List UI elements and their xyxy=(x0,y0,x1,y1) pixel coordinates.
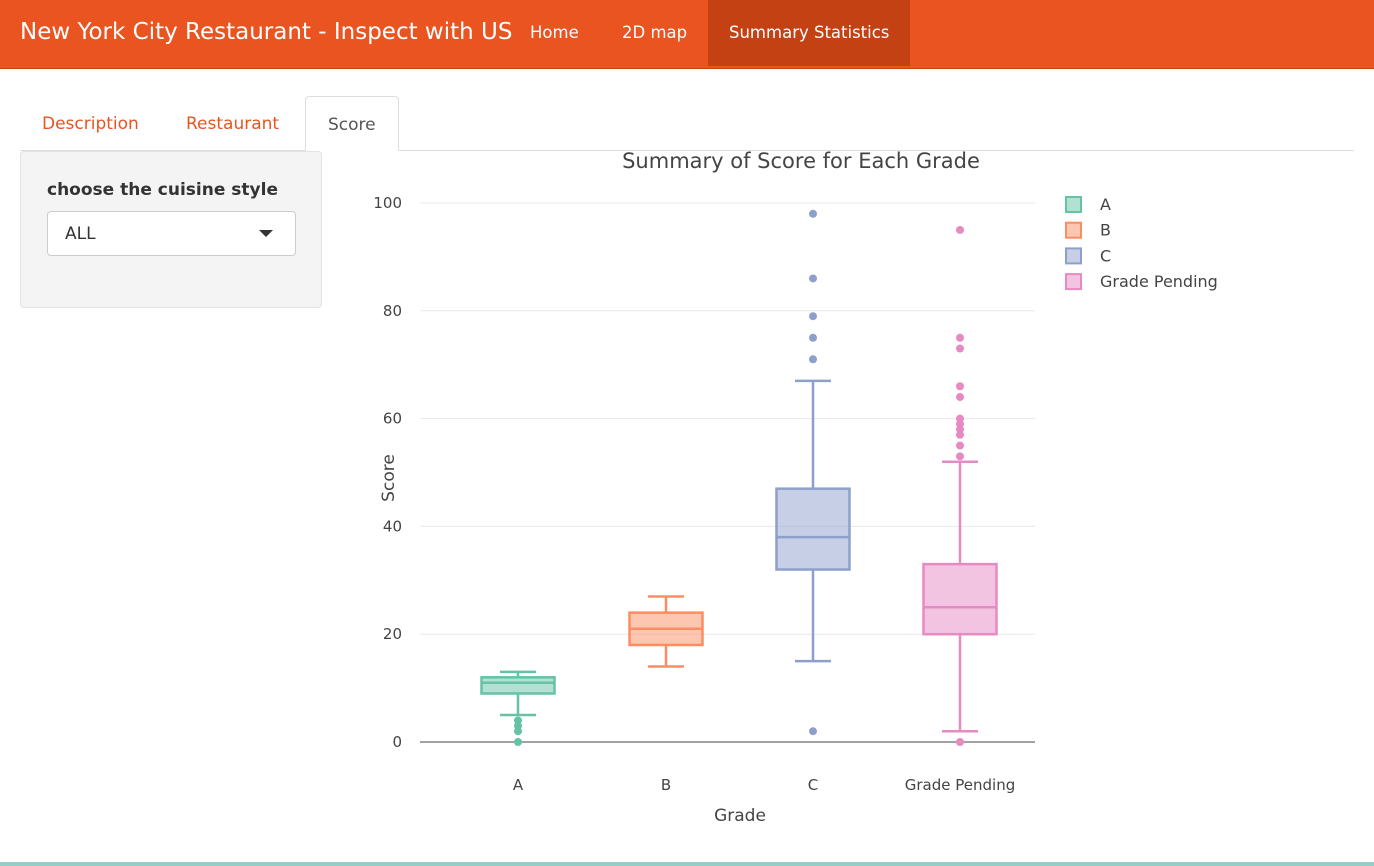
box-b[interactable] xyxy=(628,595,704,668)
nav-home[interactable]: Home xyxy=(530,23,579,42)
outlier-point xyxy=(956,382,964,391)
legend-item[interactable]: B xyxy=(1065,221,1111,240)
tab-restaurant[interactable]: Restaurant xyxy=(186,114,280,134)
outlier-point xyxy=(809,333,817,342)
tab-bar: Description Restaurant Score xyxy=(20,96,1354,151)
cuisine-select[interactable]: ALL xyxy=(47,211,296,256)
box-iqr xyxy=(480,676,556,695)
gridlines xyxy=(420,202,1035,743)
legend-swatch xyxy=(1065,247,1082,265)
y-tick-labels: 0 20 40 60 80 100 xyxy=(373,194,402,751)
box-grade-pending[interactable] xyxy=(922,225,998,746)
outlier-point xyxy=(514,738,522,746)
x-axis-title: Grade xyxy=(714,806,766,826)
legend-label: Grade Pending xyxy=(1100,272,1218,291)
outlier-point xyxy=(514,716,522,725)
outlier-point xyxy=(956,452,964,461)
y-tick-label: 40 xyxy=(383,517,402,535)
y-axis-title: Score xyxy=(379,454,399,502)
y-tick-label: 0 xyxy=(392,733,402,751)
legend: ABC Grade Pending xyxy=(1065,195,1218,291)
nav-summary-statistics[interactable]: Summary Statistics xyxy=(708,0,911,66)
chart-title: Summary of Score for Each Grade xyxy=(622,149,980,173)
nav-2d-map[interactable]: 2D map xyxy=(622,23,688,42)
navbar: New York City Restaurant - Inspect with … xyxy=(0,0,1374,69)
box-c[interactable] xyxy=(775,209,851,736)
outlier-point xyxy=(956,441,964,450)
outlier-point xyxy=(956,393,964,402)
legend-item[interactable]: A xyxy=(1065,195,1111,214)
x-tick-labels: A B C Grade Pending xyxy=(513,776,1015,794)
outlier-point xyxy=(956,738,964,746)
boxes xyxy=(480,209,998,746)
y-tick-label: 20 xyxy=(383,625,402,643)
tab-score[interactable]: Score xyxy=(305,96,399,151)
outlier-point xyxy=(809,312,817,321)
x-tick-label: C xyxy=(808,776,818,794)
legend-label: B xyxy=(1100,221,1111,240)
legend-swatch xyxy=(1065,221,1082,239)
app-title[interactable]: New York City Restaurant - Inspect with … xyxy=(20,19,513,45)
page-bottom-border xyxy=(0,862,1374,866)
legend-item[interactable]: C xyxy=(1065,246,1111,265)
outlier-point xyxy=(956,333,964,342)
outlier-point xyxy=(809,355,817,364)
outlier-point xyxy=(956,344,964,353)
box-iqr xyxy=(775,487,851,571)
y-tick-label: 80 xyxy=(383,302,402,320)
cuisine-select-value: ALL xyxy=(65,224,96,244)
x-tick-label: A xyxy=(513,776,524,794)
legend-swatch xyxy=(1065,196,1082,213)
x-tick-label: B xyxy=(661,776,671,794)
x-tick-label: Grade Pending xyxy=(905,776,1015,794)
box-a[interactable] xyxy=(480,670,556,746)
legend-swatch xyxy=(1065,273,1082,291)
outlier-point xyxy=(809,274,817,283)
y-tick-label: 60 xyxy=(383,410,402,428)
legend-label: A xyxy=(1100,195,1111,214)
sidebar-panel: choose the cuisine style ALL xyxy=(20,151,322,308)
legend-item[interactable]: Grade Pending xyxy=(1065,272,1218,291)
cuisine-select-label: choose the cuisine style xyxy=(47,180,278,200)
outlier-point xyxy=(809,209,817,218)
caret-down-icon[interactable] xyxy=(259,230,273,237)
tab-description[interactable]: Description xyxy=(42,114,139,134)
box-iqr xyxy=(922,562,998,636)
y-tick-label: 100 xyxy=(373,194,402,212)
legend-label: C xyxy=(1100,246,1111,265)
outlier-point xyxy=(809,727,817,736)
outlier-point xyxy=(956,414,964,423)
outlier-point xyxy=(956,225,964,234)
